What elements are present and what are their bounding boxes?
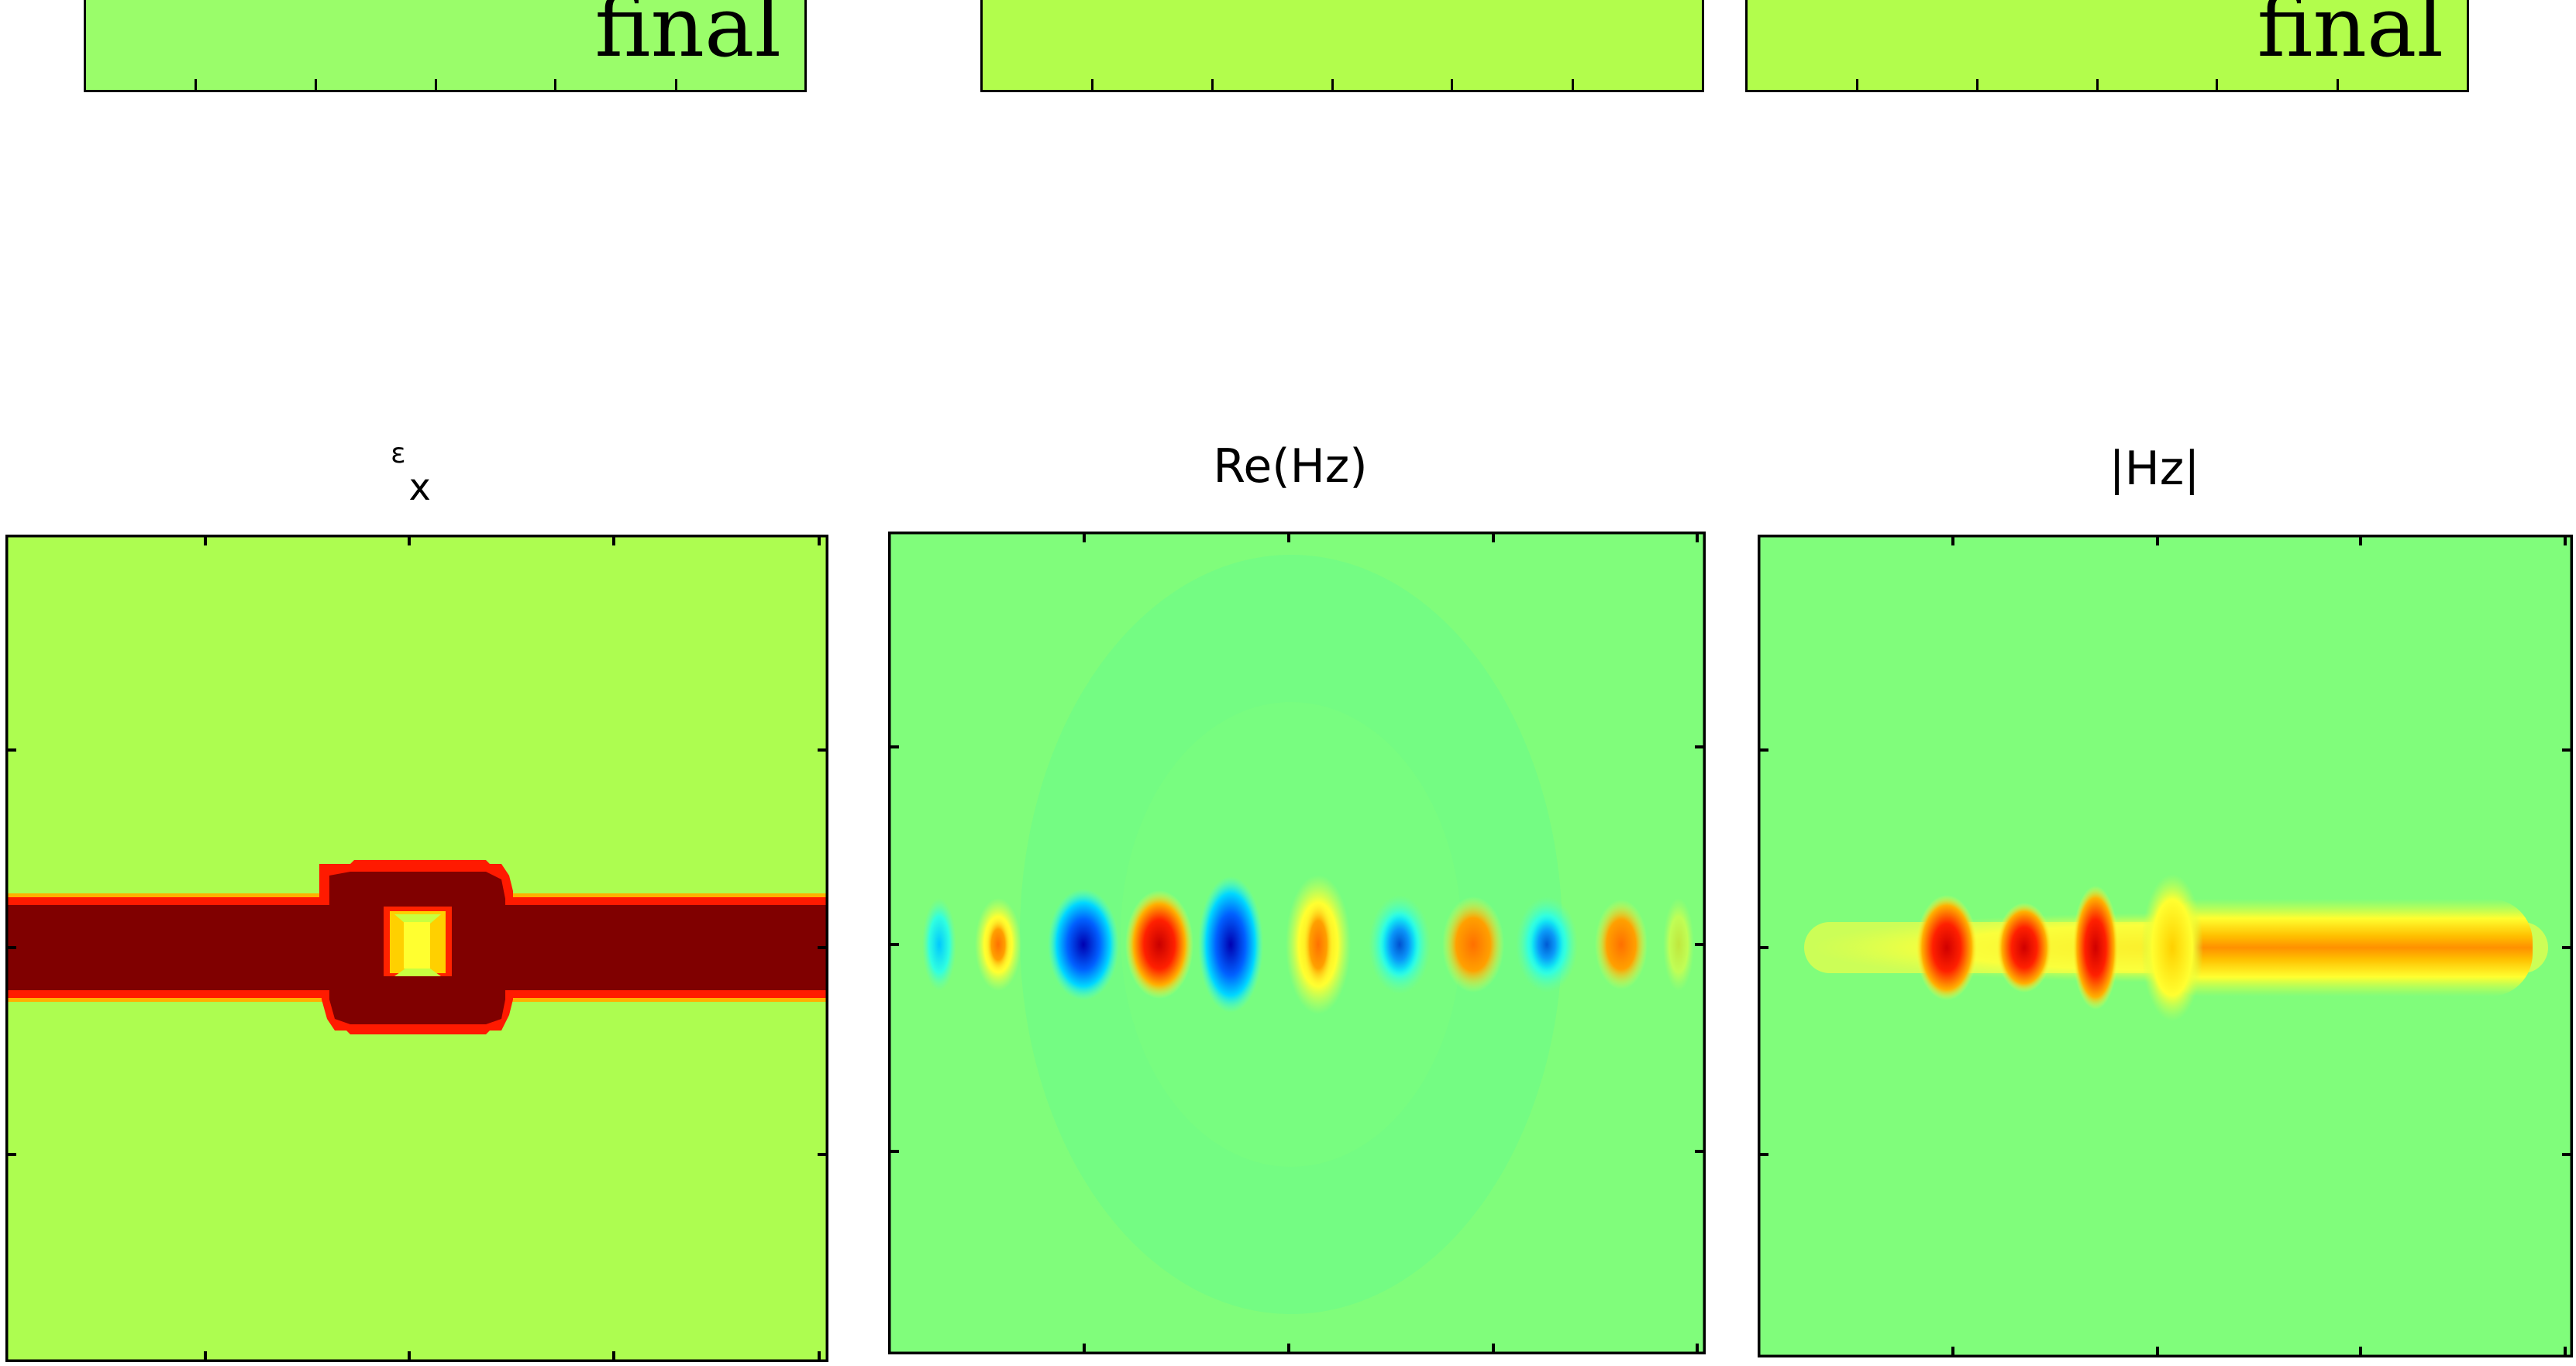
re-hz-field-plot: [888, 532, 1706, 1354]
x-tick: [1211, 79, 1214, 90]
x-tick: [315, 79, 317, 90]
x-tick: [1451, 79, 1453, 90]
x-tick: [2216, 79, 2218, 90]
epsilon-field-plot: [5, 535, 828, 1362]
plot-title-abs-hz: |Hz|: [2109, 442, 2200, 496]
top-panel-1: final: [84, 0, 807, 92]
title-subscript: x: [408, 466, 431, 509]
top-panel-2: [980, 0, 1704, 92]
top-panel-3: final: [1745, 0, 2469, 92]
x-tick: [195, 79, 197, 90]
x-tick: [2337, 79, 2339, 90]
x-tick: [1572, 79, 1574, 90]
panel-label: final: [2257, 0, 2443, 76]
plot-title-epsilon: εx: [341, 438, 480, 509]
x-tick: [435, 79, 437, 90]
x-tick: [1976, 79, 1978, 90]
x-tick: [2096, 79, 2099, 90]
x-tick: [1331, 79, 1334, 90]
x-tick: [554, 79, 556, 90]
x-tick: [675, 79, 677, 90]
abs-hz-field-plot: [1758, 535, 2573, 1357]
x-tick: [1856, 79, 1858, 90]
title-symbol: ε: [391, 438, 406, 470]
x-tick: [1091, 79, 1093, 90]
panel-label: final: [594, 0, 781, 76]
plot-title-re-hz: Re(Hz): [1213, 439, 1368, 494]
